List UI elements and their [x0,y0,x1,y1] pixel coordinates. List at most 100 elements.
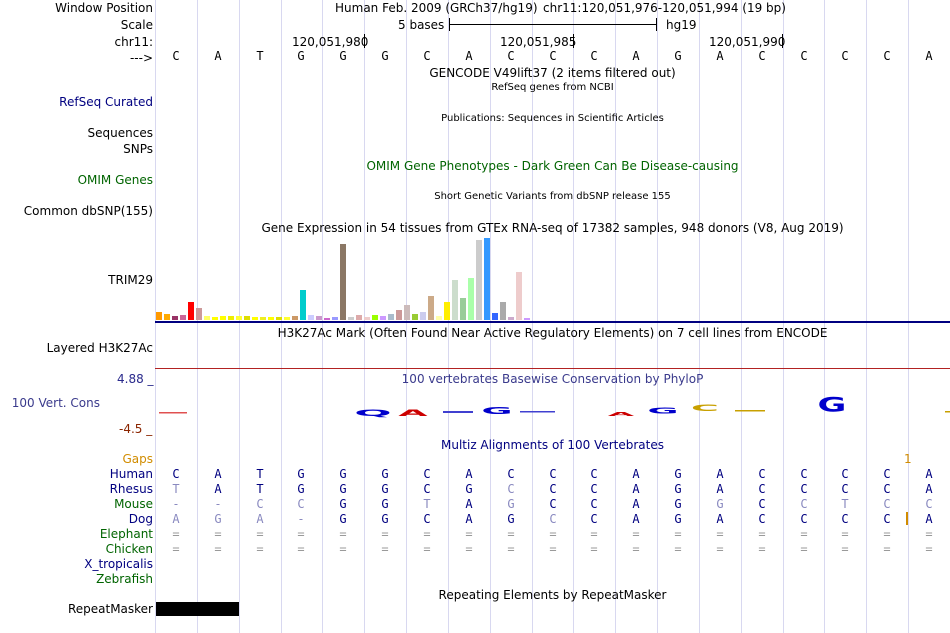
species-label[interactable]: Dog [128,512,153,526]
alignment-base: G [339,467,347,481]
species-label[interactable]: Zebrafish [96,572,153,586]
alignment-base: A [632,497,640,511]
cons-title[interactable]: 100 vertebrates Basewise Conservation by… [401,372,704,386]
gtex-tissue-bar[interactable] [332,317,338,320]
gtex-tissue-bar[interactable] [340,244,346,320]
gtex-tissue-bar[interactable] [492,313,498,320]
cons-label[interactable]: 100 Vert. Cons [11,396,100,410]
alignment-base: C [256,497,264,511]
h3k27ac-label[interactable]: Layered H3K27Ac [46,341,153,355]
gtex-tissue-bar[interactable] [220,316,226,320]
omim-label[interactable]: OMIM Genes [77,173,153,187]
omim-title[interactable]: OMIM Gene Phenotypes - Dark Green Can Be… [366,159,739,173]
gtex-tissue-bar[interactable] [516,272,522,320]
refseq-title[interactable]: RefSeq genes from NCBI [491,82,614,93]
gtex-tissue-bar[interactable] [300,290,306,320]
gtex-tissue-bar[interactable] [196,308,202,320]
gtex-tissue-bar[interactable] [508,317,514,320]
dbsnp-label[interactable]: Common dbSNP(155) [23,204,153,218]
species-label[interactable]: Rhesus [109,482,153,496]
gtex-tissue-bar[interactable] [172,316,178,320]
gtex-tissue-bar[interactable] [428,296,434,320]
gtex-tissue-bar[interactable] [244,316,250,320]
base-letter: A [716,49,724,63]
alignment-base: - [297,512,305,526]
pubs-label[interactable]: Sequences [87,126,153,140]
alignment-base: C [758,512,766,526]
alignment-base: = [465,527,473,541]
gtex-tissue-bar[interactable] [388,314,394,320]
gtex-tissue-bar[interactable] [476,240,482,320]
gtex-tissue-bar[interactable] [324,318,330,320]
snps-label[interactable]: SNPs [123,142,153,156]
gtex-tissue-bar[interactable] [404,305,410,320]
alignment-base: C [841,512,849,526]
gtex-tissue-bar[interactable] [356,315,362,320]
alignment-base: = [758,527,766,541]
grid-line [783,0,784,633]
gaps-label[interactable]: Gaps [122,452,153,466]
gtex-tissue-bar[interactable] [500,302,506,320]
gtex-title[interactable]: Gene Expression in 54 tissues from GTEx … [261,221,844,235]
dbsnp-title[interactable]: Short Genetic Variants from dbSNP releas… [434,191,671,202]
base-letter: C [549,49,557,63]
base-letter: C [841,49,849,63]
gtex-tissue-bar[interactable] [316,316,322,320]
alignment-base: G [674,467,682,481]
gtex-bar-chart[interactable] [156,236,536,320]
species-label[interactable]: Mouse [114,497,153,511]
gtex-label[interactable]: TRIM29 [108,273,153,287]
species-label[interactable]: X_tropicalis [84,557,153,571]
gtex-tissue-bar[interactable] [412,314,418,320]
species-label[interactable]: Human [109,467,153,481]
gtex-tissue-bar[interactable] [380,316,386,320]
gtex-tissue-bar[interactable] [460,298,466,320]
gtex-tissue-bar[interactable] [524,318,530,320]
gtex-tissue-bar[interactable] [372,315,378,320]
rmsk-title[interactable]: Repeating Elements by RepeatMasker [438,588,667,602]
species-label[interactable]: Chicken [105,542,153,556]
gtex-tissue-bar[interactable] [164,314,170,320]
cons-max-value: 4.88 _ [117,372,154,386]
alignment-base: C [800,482,808,496]
h3k27ac-title[interactable]: H3K27Ac Mark (Often Found Near Active Re… [277,326,828,340]
gtex-tissue-bar[interactable] [484,238,490,320]
gtex-tissue-bar[interactable] [452,280,458,320]
gtex-tissue-bar[interactable] [292,316,298,320]
alignment-base: = [800,542,808,556]
gtex-tissue-bar[interactable] [436,316,442,320]
gtex-tissue-bar[interactable] [252,317,258,320]
gtex-tissue-bar[interactable] [236,316,242,320]
alignment-base: C [507,467,515,481]
gtex-tissue-bar[interactable] [276,317,282,320]
gtex-tissue-bar[interactable] [308,315,314,320]
gtex-tissue-bar[interactable] [156,312,162,320]
alignment-base: = [507,527,515,541]
alignment-base: T [841,497,849,511]
gtex-tissue-bar[interactable] [348,317,354,320]
gencode-title[interactable]: GENCODE V49lift37 (2 items filtered out) [429,66,676,80]
rmsk-feature-block[interactable] [156,602,239,616]
grid-line [699,0,700,633]
gtex-tissue-bar[interactable] [468,278,474,320]
gtex-tissue-bar[interactable] [204,316,210,320]
alignment-base: = [297,542,305,556]
pubs-title[interactable]: Publications: Sequences in Scientific Ar… [441,113,664,124]
refseq-label[interactable]: RefSeq Curated [59,95,153,109]
gtex-tissue-bar[interactable] [364,317,370,320]
gtex-tissue-bar[interactable] [188,302,194,320]
gtex-tissue-bar[interactable] [284,317,290,320]
gtex-tissue-bar[interactable] [396,310,402,320]
gtex-tissue-bar[interactable] [260,317,266,320]
rmsk-label[interactable]: RepeatMasker [67,602,153,616]
alignment-base: = [674,542,682,556]
alignment-base: C [297,497,305,511]
species-label[interactable]: Elephant [99,527,153,541]
gtex-tissue-bar[interactable] [444,302,450,320]
gtex-tissue-bar[interactable] [268,317,274,320]
multiz-title[interactable]: Multiz Alignments of 100 Vertebrates [440,438,665,452]
gtex-tissue-bar[interactable] [228,316,234,320]
gtex-tissue-bar[interactable] [180,315,186,320]
gtex-tissue-bar[interactable] [420,312,426,320]
gtex-tissue-bar[interactable] [212,317,218,320]
